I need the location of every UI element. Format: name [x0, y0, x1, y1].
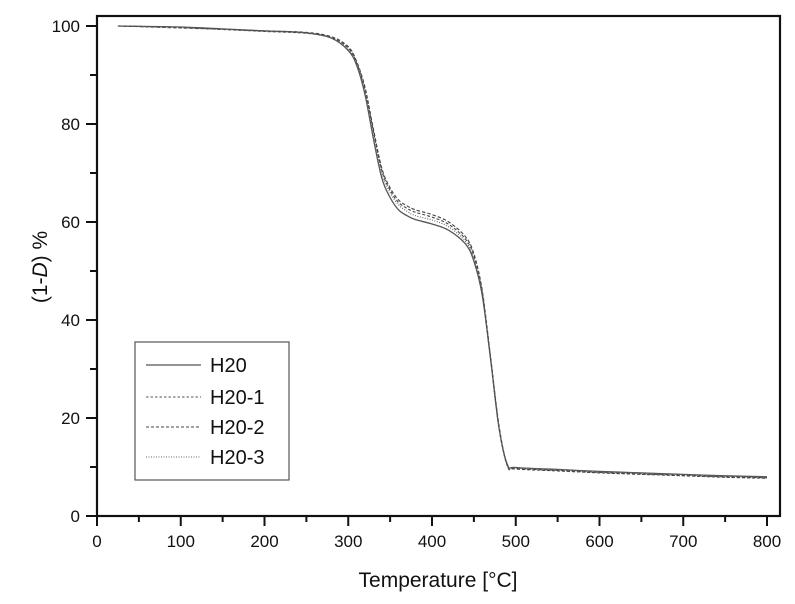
legend: H20 H20-1 H20-2 H20-3 — [134, 341, 290, 481]
x-tick-label: 800 — [753, 532, 781, 551]
y-tick-label: 80 — [61, 115, 80, 134]
legend-label: H20-3 — [210, 447, 264, 469]
x-tick-label: 0 — [92, 532, 101, 551]
y-tick-label: 100 — [52, 17, 80, 36]
data-series-layer — [117, 25, 768, 479]
x-tick-label: 700 — [669, 532, 697, 551]
x-axis: 0 100 200 300 400 500 600 700 800 — [92, 516, 781, 551]
y-tick-label: 60 — [61, 213, 80, 232]
legend-label: H20-2 — [210, 417, 264, 439]
y-tick-label: 20 — [61, 409, 80, 428]
plot-frame — [95, 14, 782, 518]
x-axis-title: Temperature [°C] — [359, 569, 518, 592]
y-tick-label: 0 — [71, 507, 80, 526]
series-line-h20-1 — [117, 25, 768, 479]
x-tick-label: 400 — [418, 532, 446, 551]
legend-label: H20 — [210, 355, 247, 377]
legend-label: H20-1 — [210, 387, 264, 409]
y-axis: 0 20 40 60 80 100 — [52, 17, 97, 526]
series-line-h20-3 — [117, 25, 768, 478]
x-tick-label: 300 — [334, 532, 362, 551]
x-tick-label: 100 — [167, 532, 195, 551]
x-tick-label: 500 — [502, 532, 530, 551]
y-tick-label: 40 — [61, 311, 80, 330]
series-line-h20-2 — [117, 25, 768, 479]
y-axis-title: (1-D) % — [29, 231, 52, 303]
x-tick-label: 200 — [250, 532, 278, 551]
x-tick-label: 600 — [585, 532, 613, 551]
